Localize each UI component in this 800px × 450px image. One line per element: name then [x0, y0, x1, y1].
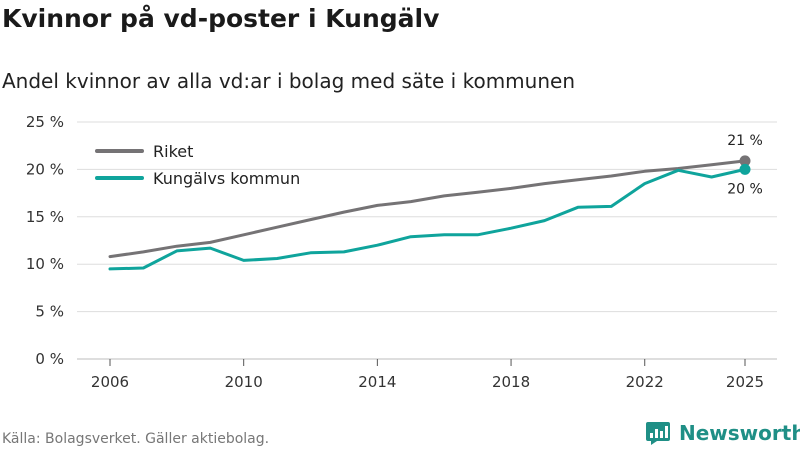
- source-note: Källa: Bolagsverket. Gäller aktiebolag.: [2, 431, 270, 447]
- x-tick-label: 2006: [91, 373, 129, 391]
- y-tick-label: 0 %: [35, 350, 64, 368]
- chart-title: Kvinnor på vd-poster i Kungälv: [2, 4, 440, 33]
- end-label-kungalv: 20 %: [727, 181, 763, 197]
- legend-label-riket: Riket: [153, 142, 193, 161]
- gridlines: [77, 121, 777, 360]
- end-marker-riket: [739, 155, 751, 167]
- y-tick-label: 10 %: [26, 255, 64, 273]
- y-tick-label: 25 %: [26, 113, 64, 131]
- series-line-kungalv: [108, 167, 747, 271]
- series-line-riket: [108, 159, 747, 259]
- brand-logo[interactable]: Newsworthy: [645, 418, 800, 448]
- brand-name: Newsworthy: [679, 421, 800, 445]
- y-tick-label: 5 %: [35, 303, 64, 321]
- end-marker-kungalv: [739, 163, 751, 175]
- x-tick-label: 2014: [358, 373, 396, 391]
- y-tick-label: 15 %: [26, 208, 64, 226]
- end-label-riket: 21 %: [727, 133, 763, 149]
- newsworthy-icon: [646, 422, 670, 445]
- series-lines: [108, 159, 747, 271]
- x-tick-label: 2010: [225, 373, 263, 391]
- y-axis-labels: 0 % 5 % 10 % 15 % 20 % 25 %: [26, 113, 64, 368]
- legend: Riket Kungälvs kommun: [95, 142, 300, 188]
- end-markers: 21 % 20 %: [727, 133, 763, 198]
- y-tick-label: 20 %: [26, 160, 64, 178]
- chart-subtitle: Andel kvinnor av alla vd:ar i bolag med …: [2, 69, 575, 93]
- legend-label-kungalv: Kungälvs kommun: [153, 169, 300, 188]
- x-tick-label: 2025: [726, 373, 764, 391]
- x-tick-label: 2022: [626, 373, 664, 391]
- x-tick-label: 2018: [492, 373, 530, 391]
- x-axis: 2006 2010 2014 2018 2022 2025: [91, 359, 764, 391]
